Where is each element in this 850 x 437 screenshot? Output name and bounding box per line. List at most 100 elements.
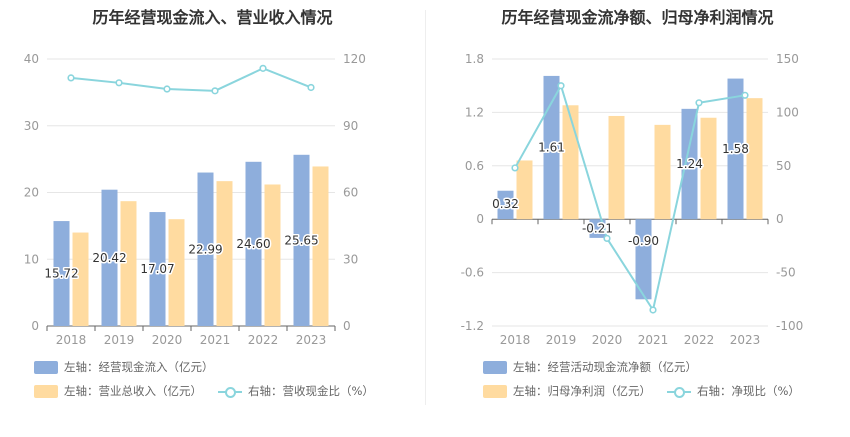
data-label-halo: 24.60	[236, 237, 270, 251]
data-label: 1.24	[676, 157, 703, 171]
legend-item[interactable]: 左轴：经营活动现金流净额（亿元）	[483, 357, 697, 377]
line-point	[67, 74, 75, 82]
x-tick-label: 2018	[500, 333, 531, 347]
bar	[635, 219, 652, 300]
legend-label: 左轴：经营活动现金流净额（亿元）	[513, 360, 697, 374]
bar	[727, 78, 744, 220]
line-point	[163, 85, 171, 93]
data-label: 15.72	[44, 267, 78, 281]
data-label-halo: 0.32	[492, 197, 519, 211]
legend-item[interactable]: 左轴：归母净利润（亿元）	[483, 381, 651, 401]
x-tick-label: 2022	[684, 333, 715, 347]
x-tick-label: 2019	[546, 333, 577, 347]
data-label-halo: 25.65	[284, 233, 318, 247]
y-tick-left: -0.6	[461, 266, 484, 280]
x-tick-label: 2020	[592, 333, 623, 347]
y-tick-left: 30	[24, 119, 39, 133]
bar	[497, 190, 514, 220]
data-label: 0.32	[492, 197, 519, 211]
x-tick-label: 2019	[104, 333, 135, 347]
line-point	[511, 164, 519, 172]
data-label: -0.21	[582, 222, 613, 236]
bar	[120, 201, 137, 326]
data-label-halo: 1.24	[676, 157, 703, 171]
panel-divider	[425, 10, 426, 405]
y-tick-left: 0.6	[465, 159, 484, 173]
line-point	[603, 234, 611, 243]
line-point	[649, 306, 657, 314]
data-label: 1.61	[538, 141, 565, 155]
legend-item[interactable]: 右轴：净现比（%）	[667, 381, 800, 401]
x-tick-label: 2023	[296, 333, 327, 347]
legend-label: 左轴：归母净利润（亿元）	[513, 384, 651, 398]
bar	[681, 108, 698, 220]
y-tick-right: -100	[776, 319, 803, 333]
chart-panel-left: 历年经营现金流入、营业收入情况 0 10 20 30 40 0 30 60 90 120 2018 2…	[0, 8, 425, 401]
bar	[53, 221, 70, 326]
data-label: 22.99	[188, 242, 222, 256]
y-tick-right: -50	[776, 266, 796, 280]
bar	[608, 115, 625, 220]
data-label-halo: 1.61	[538, 141, 565, 155]
y-tick-right: 150	[776, 52, 799, 66]
data-label: 25.65	[284, 233, 318, 247]
line-series	[70, 67, 312, 92]
legend-item[interactable]: 左轴：经营现金流入（亿元）	[34, 357, 214, 377]
bar	[168, 219, 185, 326]
x-tick-label: 2023	[730, 333, 761, 347]
bar	[264, 184, 281, 326]
chart-plot: 0 10 20 30 40 0 30 60 90 120 2018 2019 2020 2021 2022 2…	[24, 52, 366, 347]
line-point	[115, 79, 123, 87]
y-tick-right: 30	[343, 252, 358, 266]
data-label: 17.07	[140, 262, 174, 276]
legend-line-swatch	[667, 385, 691, 398]
y-tick-right: 0	[343, 319, 351, 333]
bar	[72, 232, 89, 326]
chart-title: 历年经营现金流净额、归母净利润情况	[501, 8, 774, 27]
legend-label: 右轴：营收现金比（%）	[248, 384, 374, 398]
data-label-halo: 22.99	[188, 242, 222, 256]
line-point	[557, 82, 565, 90]
chart-plot: -1.2 -0.6 0 0.6 1.2 1.8 -100 -50 0 50 100 150 2018 20…	[461, 52, 804, 347]
y-tick-left: 0	[476, 212, 484, 226]
y-tick-right: 60	[343, 186, 358, 200]
data-label: 1.58	[722, 142, 749, 156]
x-tick-label: 2022	[248, 333, 279, 347]
legend-row-2: 左轴：营业总收入（亿元） 右轴：营收现金比（%）	[0, 381, 425, 401]
y-tick-right: 100	[776, 105, 799, 119]
bar	[589, 219, 606, 238]
y-tick-left: 40	[24, 52, 39, 66]
line-point	[741, 91, 749, 99]
line-point	[259, 64, 267, 72]
bar	[312, 166, 329, 326]
y-tick-left: 1.2	[465, 105, 484, 119]
legend-label: 右轴：净现比（%）	[697, 384, 800, 398]
legend-row-2: 左轴：归母净利润（亿元） 右轴：净现比（%）	[425, 381, 850, 401]
bar	[654, 124, 671, 220]
bar	[149, 212, 166, 326]
data-label-halo: 17.07	[140, 262, 174, 276]
line-point	[307, 83, 315, 92]
x-tick-label: 2020	[152, 333, 183, 347]
line-series	[514, 83, 746, 313]
y-tick-left: 0	[31, 319, 39, 333]
y-tick-right: 50	[776, 159, 791, 173]
x-tick-label: 2018	[56, 333, 87, 347]
x-tick-label: 2021	[638, 333, 669, 347]
legend-swatch	[34, 384, 58, 398]
bar	[293, 154, 310, 326]
legend-item[interactable]: 左轴：营业总收入（亿元）	[34, 381, 202, 401]
y-tick-left: 20	[24, 186, 39, 200]
chart-title: 历年经营现金流入、营业收入情况	[92, 8, 333, 27]
bar	[562, 105, 579, 220]
y-tick-left: 1.8	[465, 52, 484, 66]
data-label: 20.42	[92, 251, 126, 265]
bar	[516, 160, 533, 220]
line-point	[211, 87, 219, 95]
legend-item[interactable]: 右轴：营收现金比（%）	[218, 381, 374, 401]
y-tick-left: -1.2	[461, 319, 484, 333]
legend-swatch	[34, 360, 58, 374]
x-tick-label: 2021	[200, 333, 231, 347]
data-label-halo: 20.42	[92, 251, 126, 265]
line-point	[695, 99, 703, 107]
